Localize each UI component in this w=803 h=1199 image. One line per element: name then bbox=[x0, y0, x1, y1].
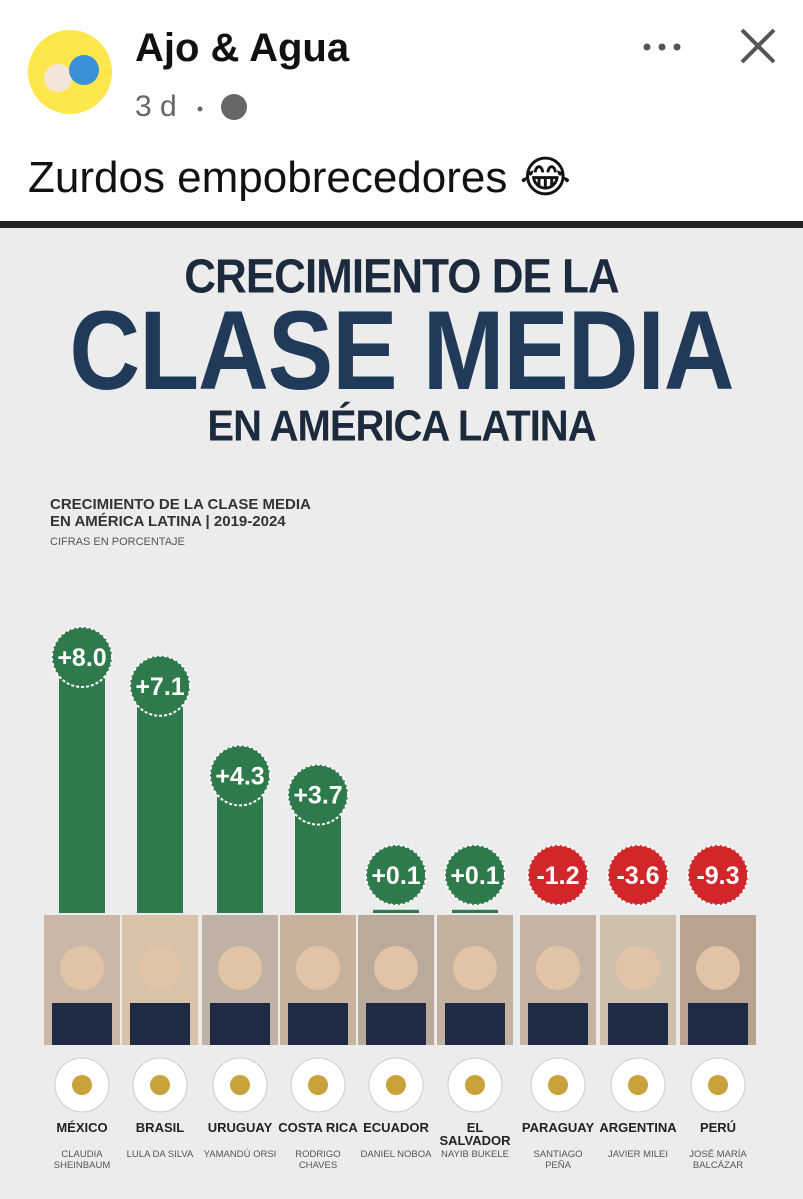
bar bbox=[137, 685, 183, 913]
more-button[interactable] bbox=[643, 43, 651, 51]
chart-title: CRECIMIENTO DE LA CLASE MEDIA EN AMÉRICA… bbox=[50, 496, 311, 530]
leader-name: JOSÉ MARÍA BALCÁZAR bbox=[689, 1149, 747, 1171]
leader-name: NAYIB BUKELE bbox=[441, 1149, 509, 1160]
photo-head bbox=[60, 946, 104, 990]
country-name: PERÚ bbox=[699, 1120, 737, 1135]
value-label: +3.7 bbox=[293, 782, 342, 810]
photo-suit bbox=[366, 1003, 426, 1045]
value-label: +7.1 bbox=[135, 673, 184, 701]
value-badge bbox=[209, 744, 271, 807]
leader-name: JAVIER MILEI bbox=[607, 1149, 668, 1160]
photo-head bbox=[453, 946, 497, 990]
country-name: ARGENTINA bbox=[599, 1120, 677, 1135]
photo-suit bbox=[52, 1003, 112, 1045]
value-badge bbox=[51, 626, 113, 688]
photo-head bbox=[296, 946, 340, 990]
country-name: MÉXICO bbox=[56, 1120, 108, 1135]
value-label: -1.2 bbox=[536, 862, 579, 890]
value-label: +0.1 bbox=[450, 862, 499, 890]
photo-head bbox=[374, 946, 418, 990]
flag-emblem bbox=[308, 1075, 328, 1095]
chart-subtitle: CIFRAS EN PORCENTAJE bbox=[50, 536, 185, 548]
bar bbox=[59, 657, 105, 913]
flag-emblem bbox=[72, 1075, 92, 1095]
flag-emblem bbox=[150, 1075, 170, 1095]
title-line: CLASE MEDIA bbox=[69, 286, 734, 414]
leader-name: DANIEL NOBOA bbox=[360, 1149, 432, 1160]
leader-name: SANTIAGO PEÑA bbox=[533, 1149, 583, 1171]
country-name: PARAGUAY bbox=[521, 1120, 595, 1135]
flag-emblem bbox=[548, 1075, 568, 1095]
infographic: +8.0 +7.1 +4.3 +3.7 +0.1 +0.1 -1.2 -3.6 -9.3 CRE… bbox=[0, 228, 803, 1199]
photo-head bbox=[536, 946, 580, 990]
photo-head bbox=[138, 946, 182, 990]
value-badge bbox=[129, 654, 191, 717]
photo-head bbox=[696, 946, 740, 990]
value-badge bbox=[287, 763, 349, 826]
flag-emblem bbox=[230, 1075, 250, 1095]
photo-suit bbox=[688, 1003, 748, 1045]
value-badge bbox=[444, 844, 506, 906]
value-label: -3.6 bbox=[616, 862, 659, 890]
flag-emblem bbox=[465, 1075, 485, 1095]
title-line: EN AMÉRICA LATINA bbox=[207, 401, 596, 451]
title-line: CRECIMIENTO DE LA bbox=[184, 249, 619, 304]
value-badge bbox=[365, 844, 427, 906]
post-text: Zurdos empobrecedores 😂 bbox=[28, 153, 571, 202]
country-name: BRASIL bbox=[135, 1120, 185, 1135]
leader-name: YAMANDÚ ORSI bbox=[203, 1149, 277, 1160]
value-label: +4.3 bbox=[215, 762, 264, 790]
value-badge bbox=[607, 844, 669, 906]
leader-name: RODRIGO CHAVES bbox=[295, 1149, 341, 1171]
flag-emblem bbox=[708, 1075, 728, 1095]
post-time[interactable]: 3 d bbox=[135, 90, 177, 123]
photo-suit bbox=[528, 1003, 588, 1045]
photo-head bbox=[218, 946, 262, 990]
photo-suit bbox=[130, 1003, 190, 1045]
country-name: URUGUAY bbox=[207, 1120, 273, 1135]
value-label: +0.1 bbox=[371, 862, 420, 890]
country-name: EL SALVADOR bbox=[439, 1120, 511, 1148]
flag-emblem bbox=[628, 1075, 648, 1095]
leader-name: LULA DA SILVA bbox=[126, 1149, 194, 1160]
leader-name: CLAUDIA SHEINBAUM bbox=[53, 1149, 111, 1171]
bar bbox=[452, 909, 498, 913]
country-name: ECUADOR bbox=[363, 1120, 429, 1135]
close-button[interactable] bbox=[740, 28, 776, 64]
photo-head bbox=[616, 946, 660, 990]
photo-suit bbox=[288, 1003, 348, 1045]
photo-suit bbox=[445, 1003, 505, 1045]
value-label: -9.3 bbox=[696, 862, 739, 890]
country-name: COSTA RICA bbox=[278, 1120, 358, 1135]
post-header-graphics bbox=[0, 28, 803, 228]
chart: +8.0 +7.1 +4.3 +3.7 +0.1 +0.1 -1.2 -3.6 -9.3 bbox=[44, 626, 756, 1113]
value-badge bbox=[527, 844, 589, 906]
audience-icon bbox=[221, 94, 247, 120]
bar bbox=[373, 909, 419, 913]
flag-emblem bbox=[386, 1075, 406, 1095]
author-name[interactable]: Ajo & Agua bbox=[135, 26, 350, 70]
photo-suit bbox=[608, 1003, 668, 1045]
photo-suit bbox=[210, 1003, 270, 1045]
value-label: +8.0 bbox=[57, 644, 106, 672]
value-badge bbox=[687, 844, 749, 906]
